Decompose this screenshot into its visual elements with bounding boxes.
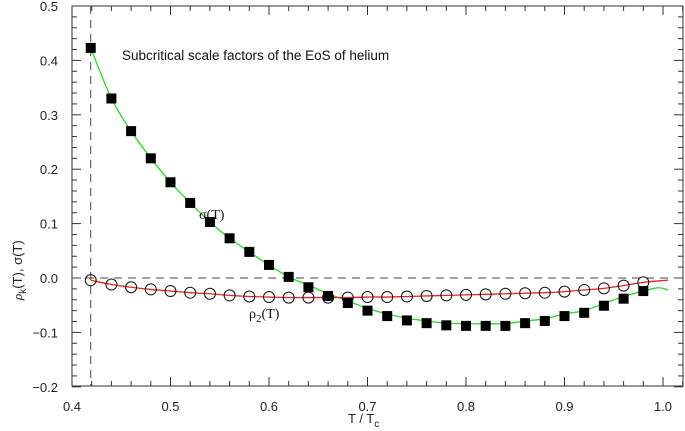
x-tick-label: 1.0 — [654, 399, 672, 414]
y-tick-label: 0.2 — [40, 162, 58, 177]
sigma-point — [126, 126, 137, 137]
rho2-point — [617, 279, 630, 292]
reference-lines — [72, 6, 683, 386]
rho2-point — [263, 291, 275, 304]
rho2-point — [125, 281, 138, 294]
sigma-point — [461, 320, 471, 331]
sigma-point — [618, 293, 629, 304]
rho2-point — [479, 288, 492, 301]
sigma-point — [85, 42, 96, 53]
rho2-point — [460, 288, 472, 301]
sigma-point — [342, 298, 353, 309]
rho2-point — [184, 286, 197, 299]
rho2-point — [597, 282, 610, 295]
sigma-point — [204, 216, 215, 227]
rho2-point — [519, 287, 532, 300]
rho2-point — [105, 278, 118, 291]
rho2-point — [282, 291, 295, 304]
rho2-point — [164, 285, 177, 298]
plot-frame — [71, 5, 684, 387]
sigma-fit-line — [90, 47, 669, 325]
rho2-point — [440, 289, 453, 302]
rho2-point — [84, 274, 97, 287]
sigma-point — [303, 282, 314, 293]
rho2-point — [144, 283, 157, 296]
sigma-point — [421, 318, 432, 329]
sigma-point — [264, 259, 274, 270]
sigma-point — [165, 177, 176, 188]
rho2-fit-line — [90, 279, 668, 299]
rho2-point — [361, 291, 374, 304]
sigma-label: σ(T) — [199, 208, 225, 223]
sigma-point — [480, 320, 491, 331]
y-tick-label: 0.3 — [40, 108, 58, 123]
rho2-label: ρ2(T) — [249, 307, 280, 325]
x-tick-label: 0.5 — [161, 399, 179, 414]
sigma-point — [559, 311, 570, 322]
y-tick-label: 0.1 — [40, 217, 58, 232]
y-tick-label: −0.2 — [32, 380, 58, 395]
x-tick-label: 0.4 — [63, 399, 81, 414]
y-tick-label: 0.5 — [40, 0, 58, 14]
sigma-point — [224, 233, 235, 244]
rho2-point — [420, 289, 433, 302]
x-tick-label: 0.6 — [260, 399, 278, 414]
sigma-point — [323, 290, 334, 301]
y-axis-label: ρk(T), σ(T) — [10, 240, 29, 301]
sigma-point — [579, 307, 590, 318]
sigma-point — [500, 320, 511, 331]
x-tick-label: 0.9 — [555, 399, 573, 414]
sigma-point — [382, 311, 393, 322]
sigma-point — [520, 318, 531, 329]
x-tick-label: 0.8 — [457, 399, 475, 414]
x-tick-label: 0.7 — [358, 399, 376, 414]
chart-title: Subcritical scale factors of the EoS of … — [122, 48, 389, 63]
y-tick-label: 0.4 — [40, 53, 58, 68]
y-tick-label: −0.1 — [32, 325, 58, 340]
sigma-point — [106, 93, 117, 104]
rho2-point — [499, 287, 512, 300]
sigma-point — [638, 286, 649, 297]
axes: 0.4 0.5 0.6 0.7 0.8 0.9 1.0 −0.2 −0.1 0.0 0.1 0.2 0.… — [32, 0, 684, 414]
sigma-point — [539, 315, 550, 326]
sigma-point — [244, 246, 255, 257]
sigma-point — [598, 300, 609, 311]
rho2-point — [203, 287, 216, 300]
sigma-point — [401, 315, 412, 326]
sigma-point — [185, 197, 196, 208]
sigma-point — [145, 153, 156, 164]
y-tick-label: 0.0 — [40, 271, 58, 286]
rho2-point — [578, 283, 591, 296]
rho2-point — [400, 290, 413, 303]
rho2-point — [538, 286, 551, 299]
rho2-point — [381, 291, 394, 304]
rho2-point — [223, 289, 236, 302]
sigma-point — [362, 305, 373, 316]
fit-lines — [90, 47, 669, 325]
data-points — [84, 42, 650, 331]
sigma-point — [441, 320, 452, 331]
rho2-point — [558, 285, 571, 298]
x-axis-label: T / Tc — [348, 411, 379, 430]
sigma-point — [283, 271, 294, 282]
rho2-point — [243, 290, 256, 303]
